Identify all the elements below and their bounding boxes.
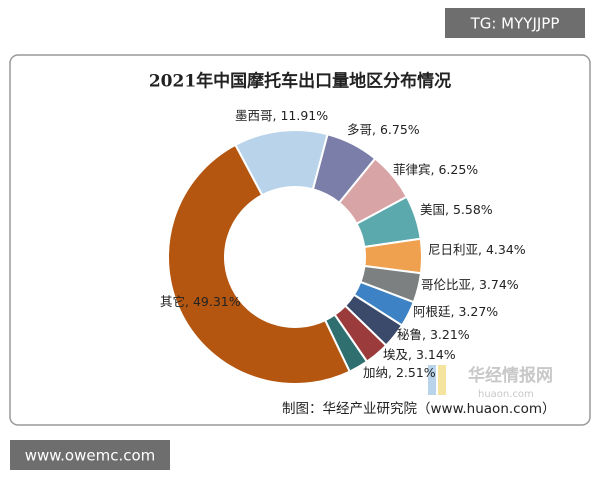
data-label: 多哥, 6.75% [347, 122, 420, 137]
data-label: 哥伦比亚, 3.74% [421, 277, 519, 292]
slice [167, 143, 352, 385]
data-label: 菲律宾, 6.25% [393, 162, 478, 177]
category-label: 其它 [160, 294, 185, 309]
donut [167, 129, 423, 385]
data-label: 阿根廷, 3.27% [413, 304, 498, 319]
watermark-domain: huaon.com [478, 389, 534, 400]
category-label: 多哥 [347, 122, 372, 137]
category-label: 美国 [420, 202, 445, 217]
label-separator: , [185, 294, 193, 309]
label-separator: , [408, 347, 416, 362]
data-label: 美国, 5.58% [420, 202, 493, 217]
category-label: 菲律宾 [393, 162, 431, 177]
data-label: 尼日利亚, 4.34% [428, 242, 526, 257]
value-label: 4.34% [486, 242, 526, 257]
label-separator: , [478, 242, 486, 257]
category-label: 埃及 [383, 347, 409, 362]
label-separator: , [451, 304, 459, 319]
value-label: 6.25% [438, 162, 478, 177]
label-separator: , [471, 277, 479, 292]
value-label: 3.74% [479, 277, 519, 292]
value-label: 5.58% [453, 202, 493, 217]
value-label: 6.75% [380, 122, 420, 137]
chart-title: 2021年中国摩托车出口量地区分布情况 [149, 71, 451, 92]
category-label: 哥伦比亚 [421, 277, 471, 292]
footer: www.owemc.com [25, 447, 156, 465]
label-separator: , [431, 162, 439, 177]
logo [438, 365, 446, 395]
logo [428, 365, 436, 395]
value-label: 3.21% [430, 327, 470, 342]
badge: TG: MYYJJPP [470, 15, 560, 33]
value-label: 3.14% [416, 347, 456, 362]
data-label: 加纳, 2.51% [363, 365, 436, 380]
source: 制图：华经产业研究院（www.huaon.com） [282, 401, 556, 417]
footer-box [10, 440, 170, 470]
label-separator: , [388, 365, 396, 380]
label-separator: , [422, 327, 430, 342]
chart-frame [9, 54, 591, 426]
value-label: 3.27% [458, 304, 498, 319]
badge-box [445, 8, 585, 38]
value-label: 2.51% [396, 365, 436, 380]
data-label: 埃及, 3.14% [383, 347, 456, 362]
label-separator: , [445, 202, 453, 217]
data-label: 秘鲁, 3.21% [397, 327, 470, 342]
category-label: 秘鲁 [397, 327, 422, 342]
data-label: 墨西哥, 11.91% [235, 108, 328, 123]
category-label: 尼日利亚 [428, 242, 478, 257]
value-label: 11.91% [280, 108, 328, 123]
value-label: 49.31% [193, 294, 241, 309]
category-label: 墨西哥 [235, 108, 273, 123]
label-separator: , [273, 108, 281, 123]
label-separator: , [372, 122, 380, 137]
category-label: 加纳 [363, 365, 388, 380]
data-label: 其它, 49.31% [160, 294, 241, 309]
category-label: 阿根廷 [413, 304, 451, 319]
watermark-brand: 华经情报网 [468, 365, 553, 386]
